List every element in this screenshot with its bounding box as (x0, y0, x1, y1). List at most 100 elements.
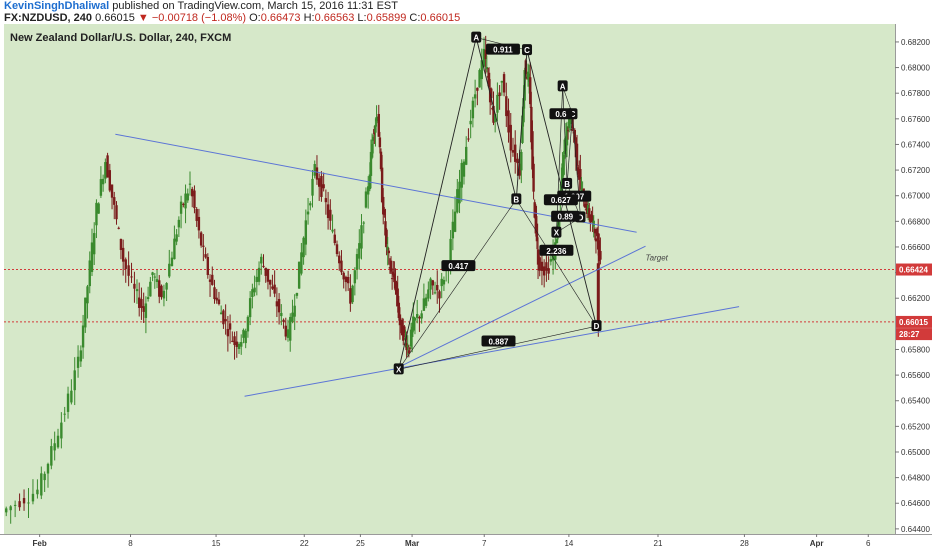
candle-body (480, 60, 483, 80)
candle-body (224, 319, 227, 322)
candle-body (522, 98, 525, 123)
candle-body (76, 356, 80, 368)
x-tick-label: 14 (564, 539, 573, 548)
candle-body (596, 263, 600, 322)
candle-body (255, 276, 259, 283)
candle-body (202, 245, 205, 247)
candle-body (386, 246, 389, 251)
candle-body (124, 259, 127, 269)
candle-body (119, 238, 123, 250)
price-tag-bg (896, 328, 932, 341)
chart-title: New Zealand Dollar/U.S. Dollar, 240, FXC… (10, 32, 232, 44)
pattern-point-label: D (594, 322, 600, 331)
pattern-point-bg (551, 226, 562, 238)
candle-body (383, 209, 386, 215)
x-tick-label: Feb (33, 539, 47, 548)
x-tick-label: 22 (300, 539, 309, 548)
candle-body (342, 272, 345, 280)
candle-body (442, 279, 446, 285)
ratio-label: 2.236 (546, 247, 567, 256)
pattern-point-label: X (396, 365, 402, 374)
candle-body (496, 94, 499, 113)
candle-body (135, 289, 139, 292)
candle-body (594, 238, 598, 242)
candle-body (213, 287, 216, 300)
candle-body (268, 279, 272, 285)
candle-body (514, 144, 517, 162)
candle-body (467, 138, 470, 140)
candle-body (562, 154, 565, 175)
candle-body (5, 508, 8, 513)
candle-body (211, 274, 214, 285)
candle-body (311, 178, 314, 196)
candle-body (530, 106, 533, 143)
candle-body (408, 347, 412, 349)
candle-body (309, 203, 312, 206)
candle-body (469, 120, 472, 125)
y-tick-label: 0.65200 (901, 422, 930, 431)
candle-body (117, 227, 120, 229)
x-tick-label: Apr (810, 539, 824, 548)
price-axis[interactable] (895, 24, 932, 534)
candle-body (473, 94, 477, 99)
candle-body (273, 284, 276, 294)
y-tick-label: 0.67400 (901, 140, 930, 149)
candle-body (593, 228, 597, 234)
high-value: 0.66563 (314, 12, 355, 24)
candle-body (173, 238, 176, 260)
candle-body (293, 305, 296, 317)
ratio-label-bg (441, 260, 476, 272)
candle-body (302, 237, 305, 258)
candle-body (244, 330, 247, 344)
candle-body (197, 216, 201, 231)
pattern-point-label: X (554, 229, 560, 238)
candle-body (66, 393, 70, 412)
candle-body (204, 254, 207, 258)
candle-body (542, 266, 546, 276)
candle-body (231, 340, 234, 342)
candle-body (106, 155, 109, 178)
close-label: C: (409, 12, 421, 24)
candle-body (551, 251, 555, 261)
y-tick-label: 0.68200 (901, 38, 930, 47)
candle-body (500, 80, 504, 83)
pattern-point-bg (511, 193, 522, 205)
candle-body (418, 317, 421, 319)
target-label: Target (646, 253, 669, 262)
candle-body (555, 239, 559, 244)
candle-body (158, 280, 161, 297)
candle-body (576, 167, 580, 175)
candle-body (291, 312, 294, 322)
candle-body (580, 189, 583, 191)
candle-body (436, 284, 439, 291)
candle-body (257, 267, 261, 282)
candle-body (277, 298, 281, 313)
author-link[interactable]: KevinSinghDhaliwal (4, 0, 110, 12)
candle-body (346, 276, 350, 284)
candle-body (286, 329, 290, 338)
x-tick-label: Mar (405, 539, 419, 548)
candle-body (81, 325, 85, 348)
y-tick-label: 0.67600 (901, 115, 930, 124)
candle-body (199, 232, 203, 246)
ratio-label: 0.417 (448, 262, 469, 271)
candle-body (355, 254, 359, 270)
candle-body (385, 229, 388, 245)
pattern-point-label: A (473, 34, 479, 43)
time-axis[interactable] (0, 534, 932, 551)
candle-body (490, 88, 493, 99)
candle-body (63, 413, 66, 415)
y-tick-label: 0.67000 (901, 192, 930, 201)
pattern-ratio-line (398, 325, 597, 370)
candle-body (149, 281, 152, 297)
candle-body (502, 74, 506, 93)
candle-body (393, 273, 396, 283)
candle-body (153, 276, 157, 278)
y-tick-label: 0.64800 (901, 474, 930, 483)
candle-body (226, 328, 230, 337)
pattern-point-label: B (564, 180, 570, 189)
low-label: L: (357, 12, 367, 24)
candle-body (90, 242, 94, 272)
candle-body (493, 113, 497, 122)
